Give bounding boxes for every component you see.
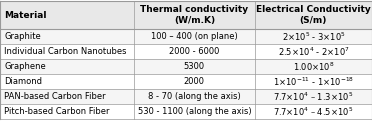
Text: $2{\times}10^{5}$ - $3{\times}10^{5}$: $2{\times}10^{5}$ - $3{\times}10^{5}$ xyxy=(282,30,345,43)
Bar xyxy=(0,29,372,44)
Text: 2000 - 6000: 2000 - 6000 xyxy=(169,47,219,56)
Bar xyxy=(0,74,372,89)
Text: $2.5{\times}10^{4}$ - $2{\times}10^{7}$: $2.5{\times}10^{4}$ - $2{\times}10^{7}$ xyxy=(278,45,349,58)
Text: $7.7{\times}10^{4}$ – $1.3{\times}10^{5}$: $7.7{\times}10^{4}$ – $1.3{\times}10^{5}… xyxy=(273,90,353,103)
Text: $7.7{\times}10^{4}$ – $4.5{\times}10^{5}$: $7.7{\times}10^{4}$ – $4.5{\times}10^{5}… xyxy=(273,105,353,118)
Text: 8 - 70 (along the axis): 8 - 70 (along the axis) xyxy=(148,92,241,101)
Text: Material: Material xyxy=(4,11,47,20)
Bar xyxy=(0,1,372,29)
Bar xyxy=(0,89,372,104)
Text: Individual Carbon Nanotubes: Individual Carbon Nanotubes xyxy=(4,47,127,56)
Bar xyxy=(0,44,372,59)
Text: 100 – 400 (on plane): 100 – 400 (on plane) xyxy=(151,32,238,41)
Text: $1.00{\times}10^{8}$: $1.00{\times}10^{8}$ xyxy=(292,60,334,73)
Text: 2000: 2000 xyxy=(184,77,205,86)
Text: Thermal conductivity
(W/m.K): Thermal conductivity (W/m.K) xyxy=(140,6,248,25)
Text: Pitch-based Carbon Fiber: Pitch-based Carbon Fiber xyxy=(4,107,110,116)
Text: Diamond: Diamond xyxy=(4,77,42,86)
Text: Graphene: Graphene xyxy=(4,62,46,71)
Bar xyxy=(0,59,372,74)
Text: Electrical Conductivity
(S/m): Electrical Conductivity (S/m) xyxy=(256,6,371,25)
Text: $1{\times}10^{-11}$ - $1{\times}10^{-18}$: $1{\times}10^{-11}$ - $1{\times}10^{-18}… xyxy=(273,75,354,88)
Text: 530 - 1100 (along the axis): 530 - 1100 (along the axis) xyxy=(138,107,251,116)
Text: Graphite: Graphite xyxy=(4,32,41,41)
Bar xyxy=(0,104,372,119)
Text: PAN-based Carbon Fiber: PAN-based Carbon Fiber xyxy=(4,92,106,101)
Text: 5300: 5300 xyxy=(184,62,205,71)
